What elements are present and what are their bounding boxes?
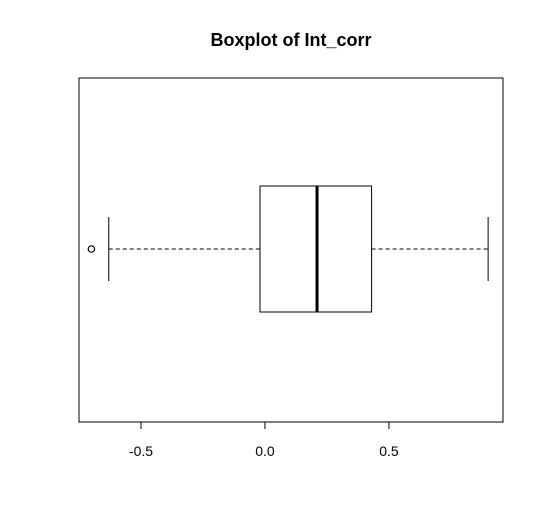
x-axis: -0.5 0.0 0.5 <box>129 421 399 459</box>
box-group <box>87 185 489 313</box>
outlier-point <box>87 245 96 253</box>
chart-title: Boxplot of Int_corr <box>211 30 372 50</box>
x-tick-label: -0.5 <box>129 443 153 459</box>
x-tick-label: 0.0 <box>255 443 275 459</box>
x-tick-label: 0.5 <box>379 443 399 459</box>
